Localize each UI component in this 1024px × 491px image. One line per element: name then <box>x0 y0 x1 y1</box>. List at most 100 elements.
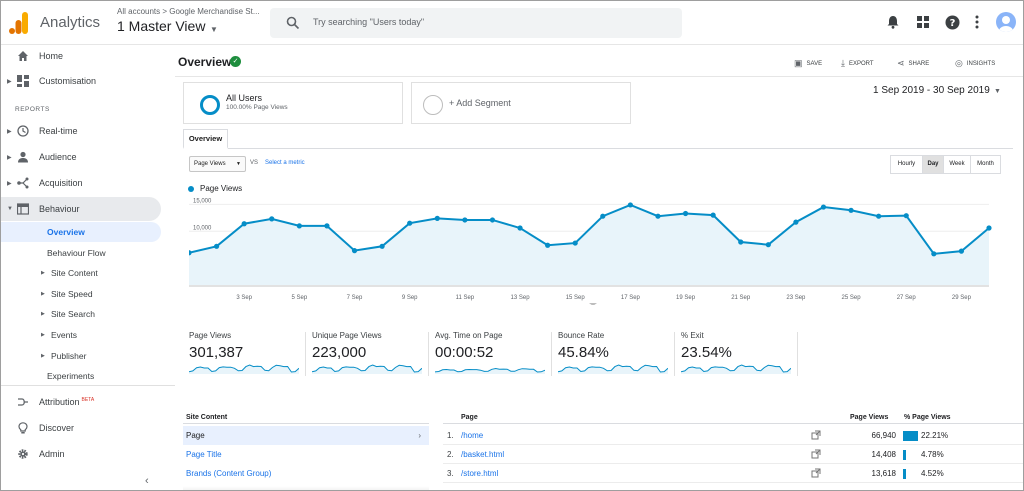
page-views-value: 66,940 <box>871 430 896 440</box>
scroll-handle-icon[interactable] <box>589 303 597 305</box>
data-point[interactable] <box>517 225 523 231</box>
row-number: 2. <box>447 449 454 459</box>
export-button[interactable]: ⤓ EXPORT <box>841 58 874 69</box>
granularity-week[interactable]: Week <box>943 155 971 174</box>
data-point[interactable] <box>958 248 965 254</box>
data-point[interactable] <box>765 242 771 248</box>
save-button[interactable]: ▣ SAVE <box>794 58 822 69</box>
page-views-column-header[interactable]: Page Views <box>850 414 889 421</box>
view-selector[interactable]: 1 Master View <box>117 18 206 34</box>
granularity-day[interactable]: Day <box>922 155 944 174</box>
metric-page-views[interactable]: Page Views 301,387 <box>189 328 304 376</box>
granularity-hourly[interactable]: Hourly <box>890 155 923 174</box>
granularity-month[interactable]: Month <box>970 155 1001 174</box>
pct-page-views-column-header[interactable]: % Page Views <box>904 414 951 421</box>
metric-unique-page-views[interactable]: Unique Page Views 223,000 <box>312 328 427 376</box>
data-point[interactable] <box>682 210 689 217</box>
select-metric-link[interactable]: Select a metric <box>265 160 305 166</box>
data-point[interactable] <box>296 223 302 229</box>
help-icon[interactable]: ? <box>943 13 961 31</box>
sidebar-item-acquisition[interactable]: ▶ Acquisition <box>1 171 161 195</box>
apps-grid-icon[interactable] <box>914 13 932 31</box>
sidebar-item-audience[interactable]: ▶ Audience <box>1 145 161 169</box>
search-input[interactable]: Try searching "Users today" <box>313 17 425 27</box>
collapse-sidebar-icon[interactable]: ‹ <box>145 475 149 487</box>
sidebar-item-behaviour[interactable]: ▼ Behaviour <box>1 197 161 221</box>
sidebar-item-customisation[interactable]: ▶ Customisation <box>1 69 161 93</box>
data-point[interactable] <box>241 221 247 227</box>
data-point[interactable] <box>793 219 799 225</box>
date-caret-icon[interactable]: ▼ <box>994 88 1001 95</box>
data-point[interactable] <box>462 217 468 223</box>
data-point[interactable] <box>986 225 992 231</box>
sidebar-subitem-events[interactable]: ▶ Events <box>1 325 161 345</box>
data-point[interactable] <box>489 217 496 223</box>
data-point[interactable] <box>351 248 358 254</box>
data-point[interactable] <box>269 216 275 222</box>
row-number: 1. <box>447 430 454 440</box>
data-point[interactable] <box>655 213 661 219</box>
avatar[interactable] <box>996 12 1016 32</box>
site-content-row-brands[interactable]: Brands (Content Group) <box>183 464 429 483</box>
open-link-icon[interactable] <box>811 449 821 459</box>
site-content-row-page-title[interactable]: Page Title <box>183 445 429 464</box>
sidebar-item-admin[interactable]: Admin <box>1 442 161 466</box>
sidebar-item-attribution[interactable]: Attribution BETA <box>1 390 161 414</box>
data-point[interactable] <box>876 213 882 219</box>
open-link-icon[interactable] <box>811 468 821 478</box>
page-path-link[interactable]: /home <box>461 430 484 440</box>
site-content-row-page[interactable]: Page › <box>183 426 429 445</box>
sidebar-subitem-publisher[interactable]: ▶ Publisher <box>1 346 161 366</box>
table-row[interactable]: 3. /store.html 13,618 4.52% <box>443 464 1023 483</box>
data-point[interactable] <box>379 243 385 249</box>
data-point[interactable] <box>545 242 551 248</box>
search-bar[interactable]: Try searching "Users today" <box>270 8 682 38</box>
more-vert-icon[interactable] <box>968 13 986 31</box>
data-point[interactable] <box>324 223 330 229</box>
page-path-link[interactable]: /basket.html <box>461 449 505 459</box>
data-point[interactable] <box>848 207 854 213</box>
add-segment-button[interactable]: + Add Segment <box>411 82 631 124</box>
open-link-icon[interactable] <box>811 430 821 440</box>
date-range-picker[interactable]: 1 Sep 2019 - 30 Sep 2019 <box>873 85 990 96</box>
metric-avg-time-on-page[interactable]: Avg. Time on Page 00:00:52 <box>435 328 550 376</box>
share-button[interactable]: ⋖ SHARE <box>897 58 929 69</box>
data-point[interactable] <box>820 204 827 210</box>
page-column-header[interactable]: Page <box>461 414 478 421</box>
sidebar-item-home[interactable]: Home <box>1 44 161 68</box>
data-point[interactable] <box>213 243 220 249</box>
metric-dropdown[interactable]: Page Views ▼ <box>189 156 246 172</box>
tab-overview[interactable]: Overview <box>183 129 228 149</box>
analytics-logo-icon[interactable] <box>9 12 29 34</box>
data-point[interactable] <box>434 215 440 221</box>
table-row[interactable]: 2. /basket.html 14,408 4.78% <box>443 445 1023 464</box>
account-breadcrumb[interactable]: All accounts > Google Merchandise St... <box>117 7 260 16</box>
notifications-bell-icon[interactable] <box>884 13 902 31</box>
data-point[interactable] <box>407 220 413 226</box>
sidebar-subitem-site-search[interactable]: ▶ Site Search <box>1 304 161 324</box>
metric-exit[interactable]: % Exit 23.54% <box>681 328 796 376</box>
sidebar-subitem-site-speed[interactable]: ▶ Site Speed <box>1 284 161 304</box>
data-point[interactable] <box>189 250 192 256</box>
data-point[interactable] <box>627 202 633 208</box>
view-caret-icon[interactable]: ▼ <box>210 25 218 34</box>
segment-all-users[interactable]: All Users 100.00% Page Views <box>183 82 403 124</box>
data-point[interactable] <box>931 251 937 257</box>
table-row[interactable]: 1. /home 66,940 22.21% <box>443 426 1023 445</box>
data-point[interactable] <box>903 213 909 219</box>
data-point[interactable] <box>738 239 744 245</box>
page-path-link[interactable]: /store.html <box>461 468 499 478</box>
sidebar-item-discover[interactable]: Discover <box>1 416 161 440</box>
data-point[interactable] <box>572 240 578 246</box>
sidebar-subitem-behaviour-flow[interactable]: Behaviour Flow <box>1 243 161 263</box>
attribution-icon <box>18 398 28 406</box>
sidebar-subitem-overview[interactable]: Overview <box>1 222 161 242</box>
metric-bounce-rate[interactable]: Bounce Rate 45.84% <box>558 328 673 376</box>
insights-button[interactable]: ◎ INSIGHTS <box>955 58 995 69</box>
series-area <box>189 204 989 285</box>
sidebar-subitem-site-content[interactable]: ▶ Site Content <box>1 263 161 283</box>
sidebar-item-realtime[interactable]: ▶ Real-time <box>1 119 161 143</box>
data-point[interactable] <box>600 213 606 219</box>
sidebar-subitem-experiments[interactable]: Experiments <box>1 366 161 386</box>
data-point[interactable] <box>710 212 716 218</box>
